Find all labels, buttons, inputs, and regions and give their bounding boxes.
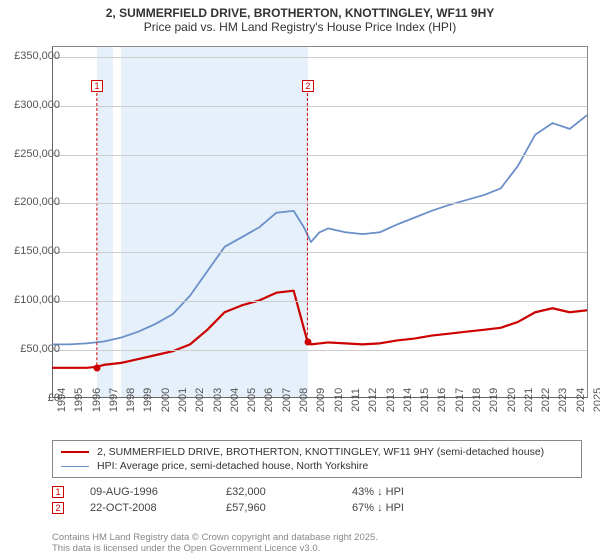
gridline-h [52,106,587,107]
title-block: 2, SUMMERFIELD DRIVE, BROTHERTON, KNOTTI… [0,0,600,36]
y-tick-label: £150,000 [14,245,60,257]
gridline-h [52,252,587,253]
x-tick-label: 2003 [212,388,224,412]
x-tick-label: 1999 [142,388,154,412]
x-tick-label: 2005 [246,388,258,412]
footer-line2: This data is licensed under the Open Gov… [52,543,378,554]
plot-area: 12 [52,46,588,398]
annotation-date: 22-OCT-2008 [90,502,200,514]
x-tick-label: 2014 [402,388,414,412]
x-tick-label: 1995 [73,388,85,412]
y-tick-label: £100,000 [14,294,60,306]
x-tick-label: 1998 [125,388,137,412]
x-tick-label: 2009 [315,388,327,412]
legend-row: HPI: Average price, semi-detached house,… [61,459,573,473]
annotation-row: 1 09-AUG-1996 £32,000 43% ↓ HPI [52,484,582,500]
x-tick-label: 2012 [367,388,379,412]
x-tick-label: 2024 [575,388,587,412]
x-tick-label: 1997 [108,388,120,412]
series-hpi [52,115,587,344]
x-tick-label: 2006 [263,388,275,412]
x-tick-label: 2022 [540,388,552,412]
marker-box-2: 2 [302,80,314,92]
x-tick-label: 2001 [177,388,189,412]
footer: Contains HM Land Registry data © Crown c… [52,532,378,555]
y-tick-label: £350,000 [14,50,60,62]
annotation-delta: 43% ↓ HPI [352,486,472,498]
x-tick-label: 2008 [298,388,310,412]
y-tick-label: £200,000 [14,196,60,208]
x-tick-label: 2016 [436,388,448,412]
title-line1: 2, SUMMERFIELD DRIVE, BROTHERTON, KNOTTI… [0,6,600,20]
footer-line1: Contains HM Land Registry data © Crown c… [52,532,378,543]
annotation-marker: 1 [52,486,64,498]
legend-swatch [61,451,89,453]
gridline-h [52,301,587,302]
annotation-price: £57,960 [226,502,326,514]
series-price_paid [52,291,587,368]
x-tick-label: 2015 [419,388,431,412]
x-tick-label: 2002 [194,388,206,412]
gridline-h [52,203,587,204]
x-tick-label: 2007 [281,388,293,412]
x-tick-label: 1994 [56,388,68,412]
title-line2: Price paid vs. HM Land Registry's House … [0,20,600,34]
x-tick-label: 2010 [333,388,345,412]
y-tick-label: £250,000 [14,148,60,160]
x-tick-label: 2020 [506,388,518,412]
x-tick-label: 2023 [557,388,569,412]
x-tick-label: 2011 [350,388,362,412]
legend-label: HPI: Average price, semi-detached house,… [97,460,368,472]
legend: 2, SUMMERFIELD DRIVE, BROTHERTON, KNOTTI… [52,440,582,478]
gridline-h [52,350,587,351]
x-tick-label: 2013 [385,388,397,412]
chart-container: 2, SUMMERFIELD DRIVE, BROTHERTON, KNOTTI… [0,0,600,560]
legend-swatch [61,466,89,467]
annotation-marker: 2 [52,502,64,514]
marker-dot-1 [93,364,100,371]
x-tick-label: 2018 [471,388,483,412]
marker-box-1: 1 [91,80,103,92]
x-tick-label: 2021 [523,388,535,412]
legend-row: 2, SUMMERFIELD DRIVE, BROTHERTON, KNOTTI… [61,445,573,459]
legend-label: 2, SUMMERFIELD DRIVE, BROTHERTON, KNOTTI… [97,446,544,458]
annotation-date: 09-AUG-1996 [90,486,200,498]
annotation-table: 1 09-AUG-1996 £32,000 43% ↓ HPI 2 22-OCT-2008… [52,484,582,516]
x-tick-label: 2004 [229,388,241,412]
x-tick-label: 2017 [454,388,466,412]
series-svg [52,47,587,398]
x-tick-label: 2000 [160,388,172,412]
y-tick-label: £50,000 [20,343,60,355]
x-tick-label: 1996 [91,388,103,412]
gridline-h [52,57,587,58]
x-tick-label: 2019 [488,388,500,412]
marker-dot-2 [304,339,311,346]
annotation-price: £32,000 [226,486,326,498]
y-tick-label: £300,000 [14,99,60,111]
annotation-row: 2 22-OCT-2008 £57,960 67% ↓ HPI [52,500,582,516]
x-tick-label: 2025 [592,388,600,412]
annotation-delta: 67% ↓ HPI [352,502,472,514]
gridline-h [52,155,587,156]
